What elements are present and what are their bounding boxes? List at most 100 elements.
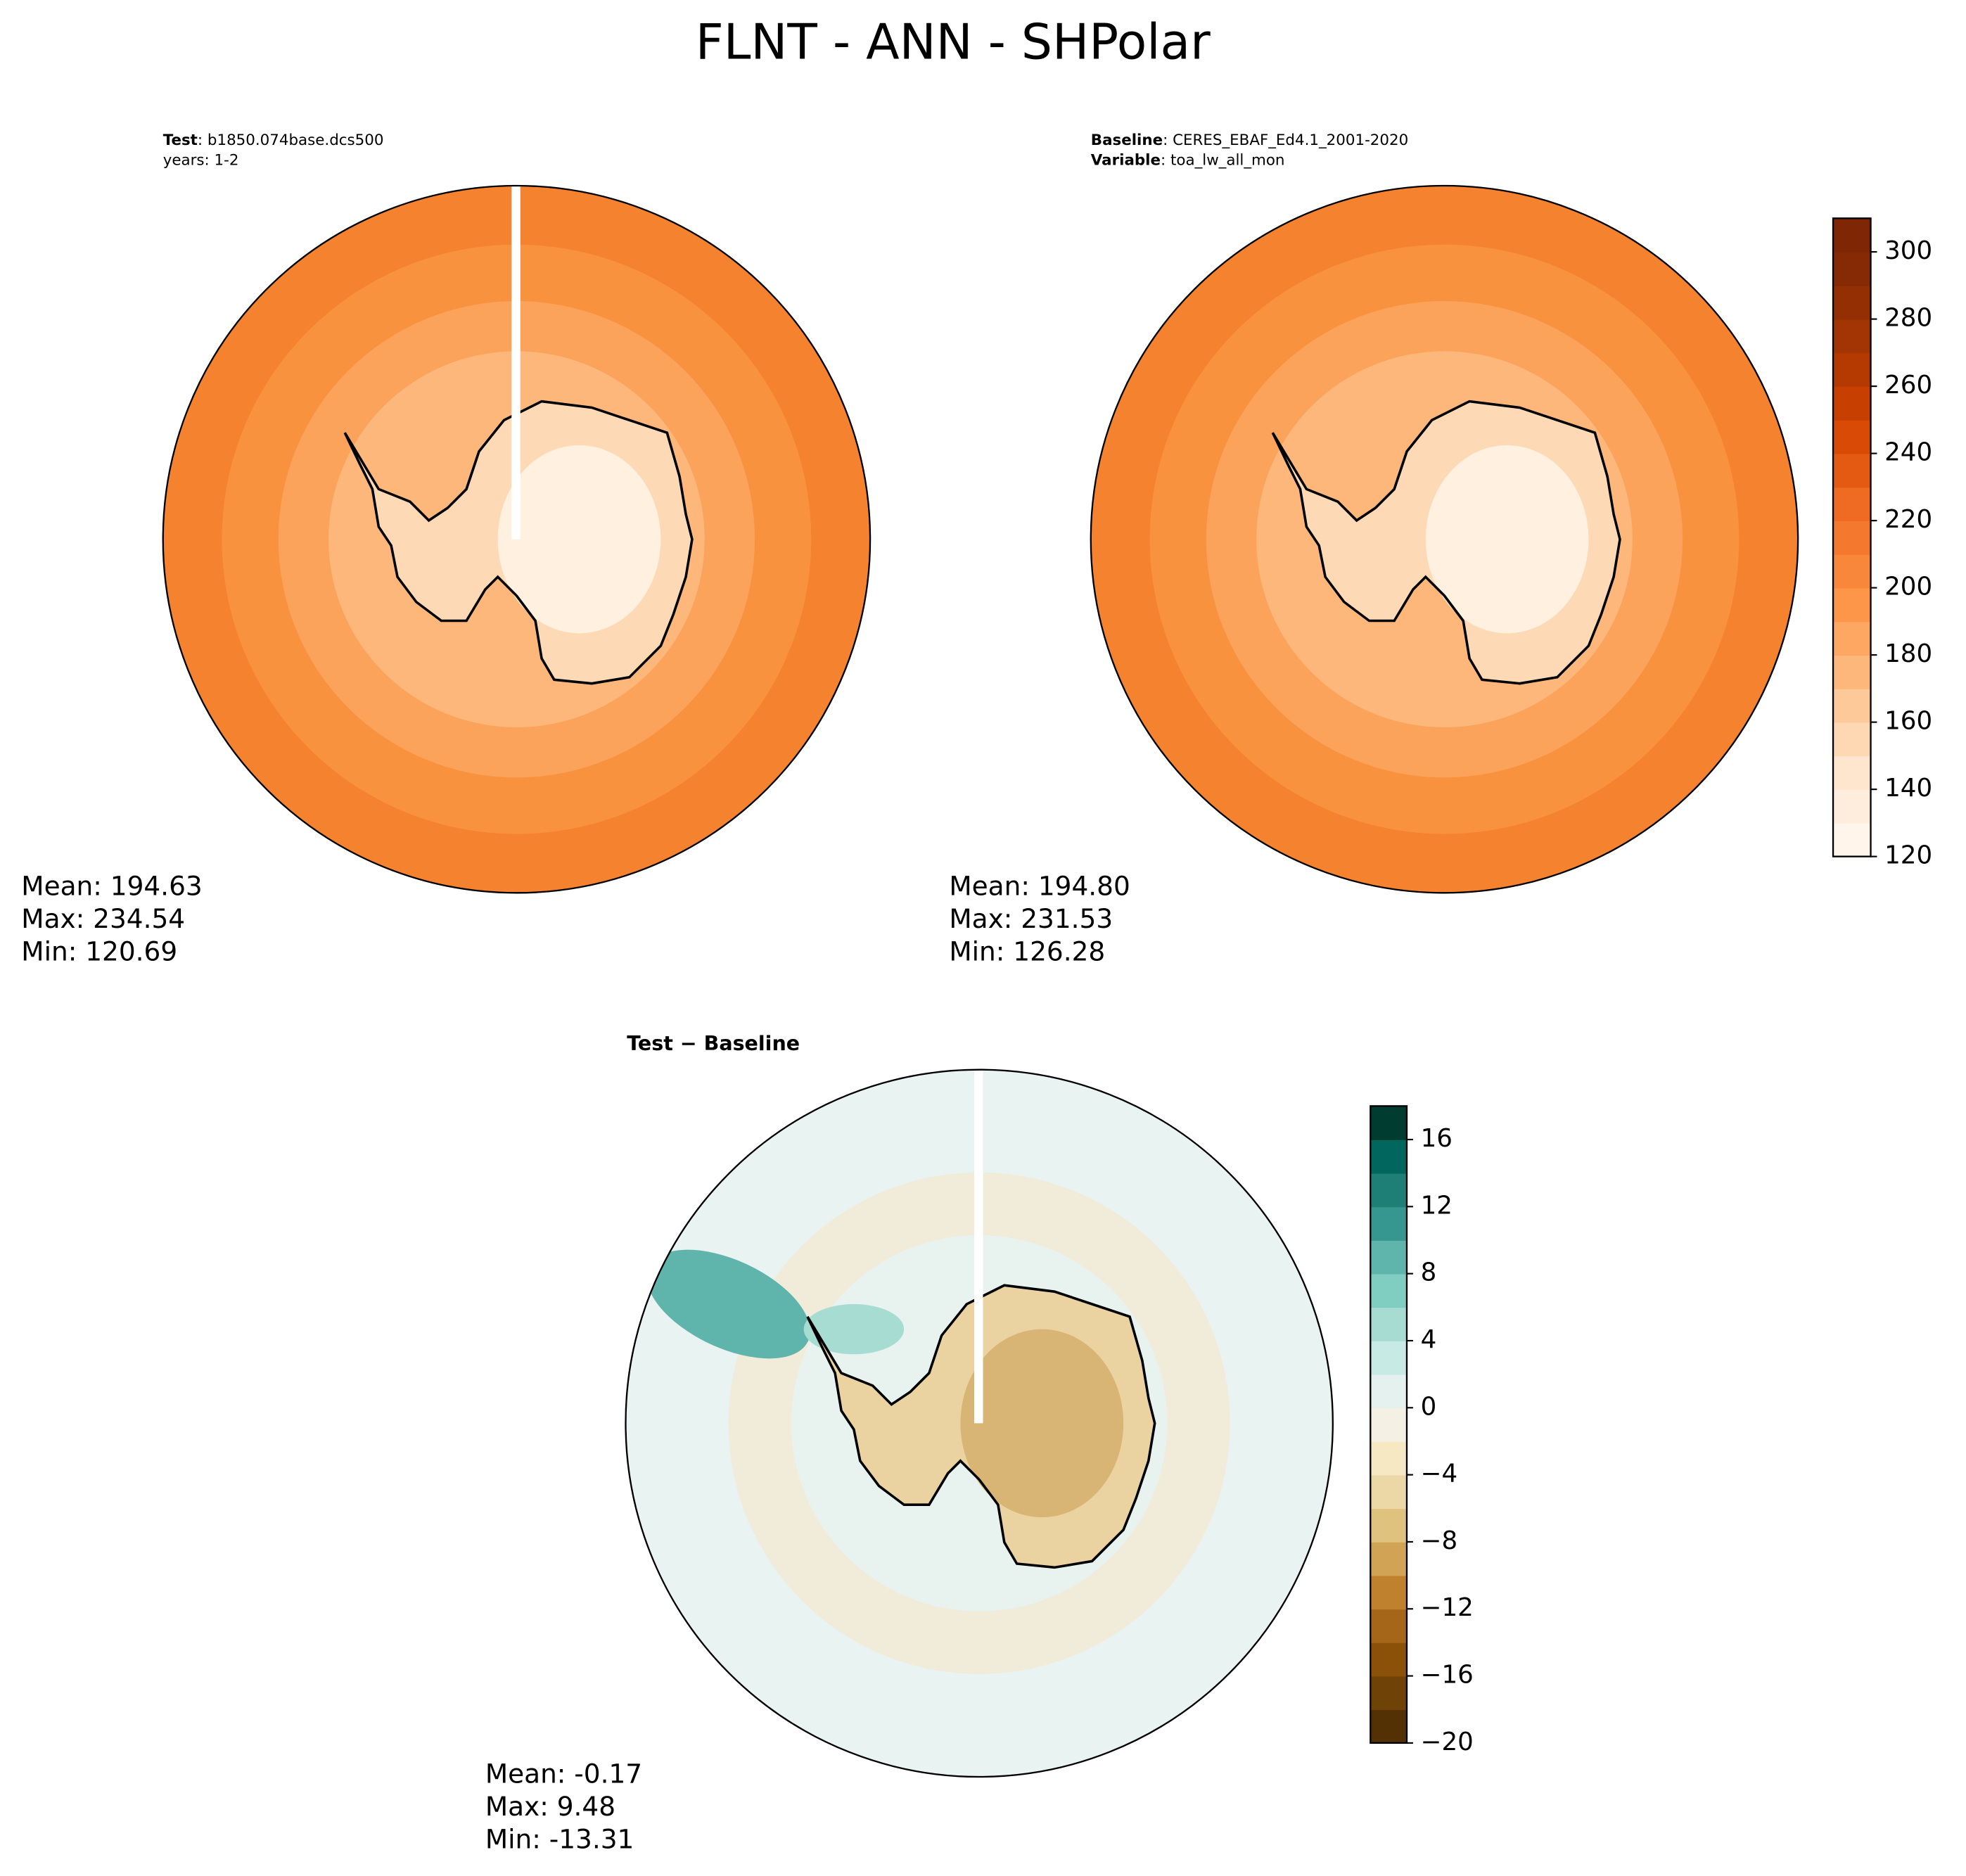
map xyxy=(162,185,871,893)
land-core xyxy=(497,445,661,634)
colorbar-tick-label: 160 xyxy=(1884,707,1932,736)
stat-text: Min: 120.69 xyxy=(21,936,177,966)
panel-header: Test: b1850.074base.dcs500 xyxy=(163,132,384,149)
colorbar-tick-label: 220 xyxy=(1884,505,1932,534)
colorbar-level xyxy=(1370,1408,1407,1442)
coastline xyxy=(343,400,694,685)
colorbar-level xyxy=(1833,352,1871,387)
header-text: : CERES_EBAF_Ed4.1_2001-2020 xyxy=(1163,132,1408,149)
contour-band xyxy=(646,1249,810,1359)
header-text: years: 1-2 xyxy=(163,151,239,169)
colorbar-level xyxy=(1370,1609,1407,1643)
colorbar-tick-label: 180 xyxy=(1884,639,1932,668)
colorbar-level xyxy=(1370,1340,1407,1375)
header-bold: Test xyxy=(163,132,198,149)
colorbar-tick-label: 16 xyxy=(1421,1124,1453,1153)
colorbar-tick-label: 12 xyxy=(1421,1191,1453,1220)
header-bold: Baseline xyxy=(1091,132,1163,149)
colorbar-level xyxy=(1833,521,1871,555)
coastline xyxy=(1271,400,1621,685)
colorbar-level xyxy=(1370,1441,1407,1476)
colorbar-level xyxy=(1833,655,1871,689)
colorbar-level xyxy=(1370,1106,1407,1140)
stat-text: Mean: 194.63 xyxy=(21,871,202,902)
colorbar-level xyxy=(1833,487,1871,521)
colorbar-tick-label: 280 xyxy=(1884,304,1932,333)
map xyxy=(625,1069,1333,1778)
colorbar-level xyxy=(1833,218,1871,253)
colorbar-level xyxy=(1833,554,1871,589)
coastline xyxy=(806,1284,1156,1569)
colorbar-level xyxy=(1833,621,1871,656)
header-text: : toa_lw_all_mon xyxy=(1161,151,1284,169)
colorbar-tick-label: −8 xyxy=(1421,1526,1458,1555)
panel-header: Baseline: CERES_EBAF_Ed4.1_2001-2020 xyxy=(1091,132,1408,149)
colorbar-level xyxy=(1833,789,1871,824)
colorbar-level xyxy=(1370,1140,1407,1174)
colorbar-level xyxy=(1370,1206,1407,1241)
colorbar-level xyxy=(1833,822,1871,857)
colorbar-tick-label: 0 xyxy=(1421,1392,1437,1421)
colorbar-level xyxy=(1370,1273,1407,1308)
colorbar-tick-label: −20 xyxy=(1421,1728,1474,1756)
colorbar-level xyxy=(1370,1374,1407,1409)
data-gap xyxy=(511,185,521,540)
stat-text: Max: 234.54 xyxy=(21,903,185,934)
colorbar-level xyxy=(1833,688,1871,723)
colorbar-tick-label: 200 xyxy=(1884,573,1932,601)
stat-text: Max: 231.53 xyxy=(949,903,1113,934)
land-core xyxy=(1425,445,1589,634)
colorbar-level xyxy=(1833,755,1871,791)
colorbar-tick-label: −16 xyxy=(1421,1661,1474,1690)
colorbar-level xyxy=(1833,722,1871,757)
map-border xyxy=(1090,184,1799,894)
colorbar-level xyxy=(1833,319,1871,354)
map-border xyxy=(625,1068,1334,1778)
contour-band xyxy=(803,1303,905,1355)
colorbar-tick-label: 240 xyxy=(1884,438,1932,467)
colorbar-level xyxy=(1833,285,1871,320)
colorbar-tick-label: 120 xyxy=(1884,841,1932,870)
stat-text: Max: 9.48 xyxy=(485,1791,615,1822)
colorbar-level xyxy=(1370,1474,1407,1510)
map-border xyxy=(162,184,872,894)
colorbar-level xyxy=(1370,1676,1407,1711)
stat-text: Min: 126.28 xyxy=(949,936,1105,966)
stat-text: Min: -13.31 xyxy=(485,1823,634,1854)
stat-text: Mean: -0.17 xyxy=(485,1759,642,1789)
colorbar-frame xyxy=(1370,1105,1408,1744)
colorbar-level xyxy=(1370,1575,1407,1610)
colorbar-tick-label: 8 xyxy=(1421,1258,1437,1287)
colorbar-tick-label: −4 xyxy=(1421,1460,1458,1488)
colorbar-tick-label: 260 xyxy=(1884,371,1932,400)
colorbar-tick-label: −12 xyxy=(1421,1593,1474,1622)
colorbar-level xyxy=(1833,386,1871,421)
colorbar-level xyxy=(1833,419,1871,454)
figure-title: FLNT - ANN - SHPolar xyxy=(696,13,1211,70)
colorbar-tick-label: 300 xyxy=(1884,236,1932,265)
colorbar-level xyxy=(1833,252,1871,286)
header-bold: Variable xyxy=(1091,151,1161,169)
data-gap xyxy=(974,1069,983,1424)
colorbar-frame xyxy=(1832,217,1872,857)
header-text: : b1850.074base.dcs500 xyxy=(198,132,384,149)
colorbar-level xyxy=(1370,1508,1407,1543)
land-core xyxy=(960,1329,1124,1518)
colorbar-level xyxy=(1370,1642,1407,1677)
map xyxy=(1090,185,1799,893)
colorbar-level xyxy=(1833,587,1871,623)
colorbar-level xyxy=(1833,453,1871,488)
colorbar-tick-label: 4 xyxy=(1421,1325,1437,1354)
panel-header: Variable: toa_lw_all_mon xyxy=(1091,151,1285,169)
colorbar-tick-label: 140 xyxy=(1884,774,1932,803)
colorbar-level xyxy=(1370,1307,1407,1341)
stat-text: Mean: 194.80 xyxy=(949,871,1130,902)
colorbar-level xyxy=(1370,1541,1407,1576)
colorbar-level xyxy=(1370,1173,1407,1208)
panel-header: Test − Baseline xyxy=(627,1032,800,1055)
header-bold: Test − Baseline xyxy=(627,1032,800,1055)
colorbar-level xyxy=(1370,1709,1407,1744)
panel-header: years: 1-2 xyxy=(163,151,239,169)
colorbar-level xyxy=(1370,1239,1407,1275)
